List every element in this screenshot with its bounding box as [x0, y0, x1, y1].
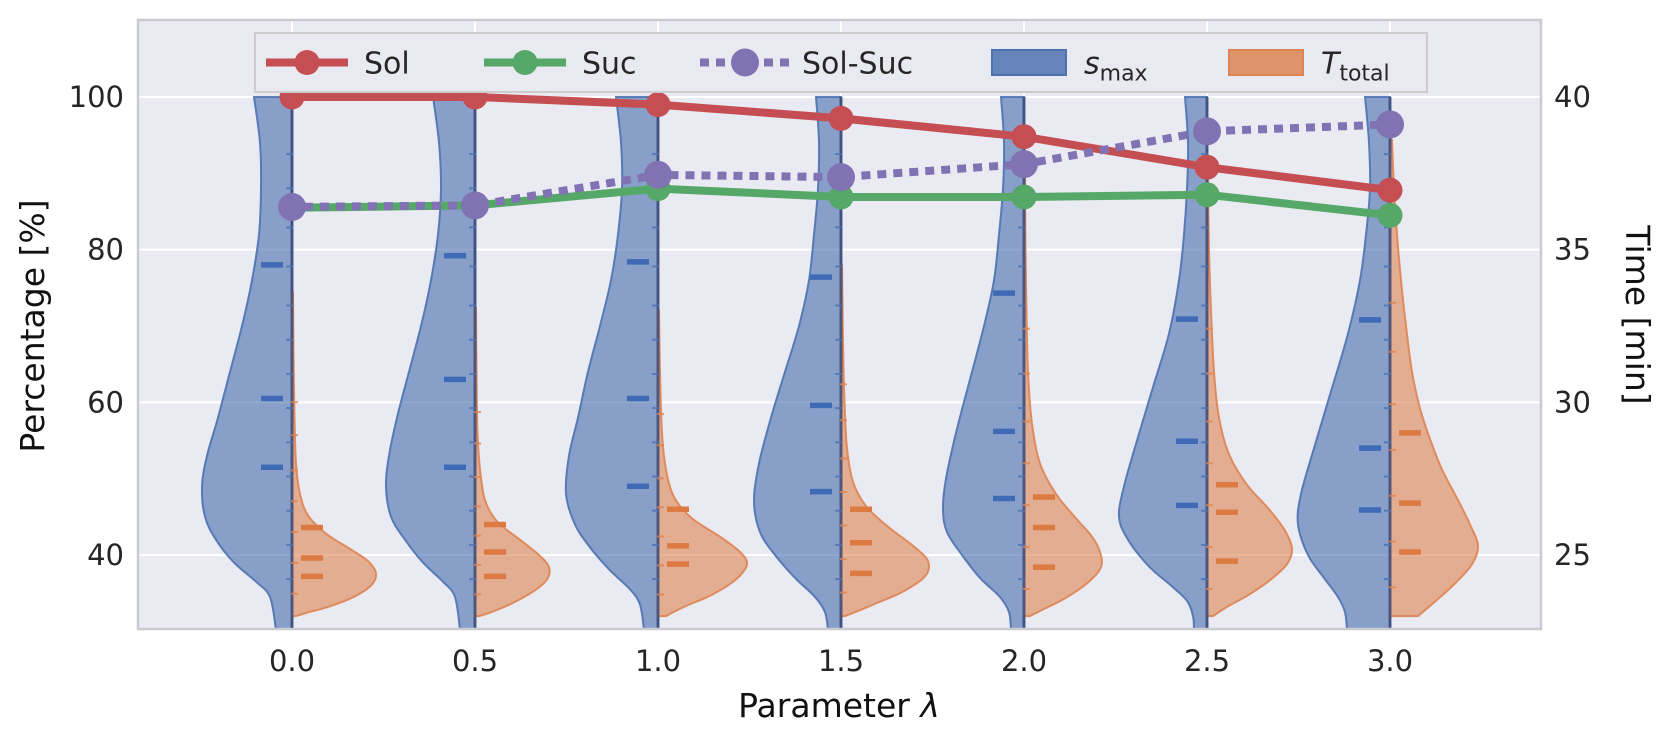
sol-suc-marker	[1010, 150, 1038, 179]
y-left-tick-label: 40	[87, 538, 124, 572]
legend-marker-sample	[294, 50, 320, 75]
sol-suc-marker	[278, 192, 306, 221]
violin-group-lambda-1.5	[752, 96, 931, 629]
sol-suc-marker	[1193, 117, 1221, 146]
legend-label: Sol	[364, 47, 410, 82]
sol-marker	[1011, 124, 1037, 150]
legend-label: Sol-Suc	[802, 47, 913, 82]
violins-layer	[200, 96, 1480, 629]
y-right-tick-label: 25	[1554, 538, 1591, 572]
y-right-tick-label: 35	[1554, 233, 1591, 267]
x-tick-label: 0.0	[269, 644, 315, 678]
suc-marker	[1011, 184, 1037, 210]
ttotal-violin-half	[1389, 138, 1480, 618]
y-left-axis-label: Percentage [%]	[13, 199, 52, 452]
legend-item-suc: Suc	[484, 47, 637, 82]
legend-item-smax: smax	[991, 47, 1148, 87]
ttotal-violin-half	[1206, 178, 1294, 618]
smax-violin-half	[1117, 96, 1208, 629]
x-tick-label: 2.5	[1184, 644, 1230, 678]
sol-suc-marker	[461, 191, 489, 220]
sol-suc-marker	[827, 163, 855, 192]
legend-patch-sample	[991, 49, 1067, 76]
smax-violin-half	[752, 96, 842, 629]
y-left-tick-label: 60	[87, 385, 124, 419]
y-left-tick-label: 100	[69, 80, 124, 114]
ttotal-violin-half	[1023, 178, 1103, 618]
legend-item-sol-suc: Sol-Suc	[700, 47, 913, 82]
ttotal-violin-half	[291, 291, 378, 618]
legend: Sol Suc Sol-Suc smax Ttotal	[254, 32, 1428, 93]
x-tick-label: 0.5	[452, 644, 498, 678]
ttotal-violin-half	[840, 263, 931, 618]
plot-border	[136, 18, 1543, 631]
sol-suc-marker	[1376, 110, 1404, 139]
suc-marker	[828, 184, 854, 210]
legend-marker-sample	[512, 50, 538, 75]
sol-suc-series	[278, 110, 1404, 221]
legend-marker-sample	[731, 48, 759, 77]
legend-label: Ttotal	[1321, 47, 1390, 87]
y-right-tick-label: 40	[1554, 80, 1591, 114]
suc-marker	[1194, 182, 1220, 208]
x-tick-label: 3.0	[1367, 644, 1413, 678]
sol-suc-marker	[644, 160, 672, 189]
violin-group-lambda-0	[200, 96, 378, 629]
violin-group-lambda-3	[1296, 96, 1480, 629]
legend-label: Suc	[582, 47, 637, 82]
tick-labels: 100 80 60 40 40 35 30 25 0.0 0.5 1.0 1.5 2.0 2.5 3.0	[69, 80, 1591, 678]
violin-group-lambda-0.5	[384, 96, 551, 629]
sol-marker	[1194, 154, 1220, 180]
ttotal-violin-half	[657, 309, 749, 618]
suc-marker	[1377, 202, 1403, 228]
sol-marker	[645, 92, 671, 118]
y-right-tick-label: 30	[1554, 385, 1591, 419]
smax-violin-half	[564, 96, 659, 629]
legend-patch-sample	[1228, 49, 1304, 76]
sol-marker	[828, 105, 854, 131]
x-tick-label: 1.0	[635, 644, 681, 678]
smax-violin-half	[200, 96, 293, 629]
x-tick-label: 2.0	[1001, 644, 1047, 678]
legend-label: smax	[1084, 47, 1148, 87]
smax-violin-half	[1296, 96, 1391, 629]
x-tick-label: 1.5	[818, 644, 864, 678]
legend-item-Ttotal: Ttotal	[1228, 47, 1390, 87]
ttotal-violin-half	[474, 306, 551, 618]
violin-group-lambda-2.5	[1117, 96, 1294, 629]
sol-marker	[1377, 177, 1403, 203]
x-axis-label: Parameter λ	[738, 686, 940, 725]
y-right-axis-label: Time [min]	[1618, 224, 1657, 404]
legend-item-sol: Sol	[266, 47, 410, 82]
y-left-tick-label: 80	[87, 233, 124, 267]
sol-series	[279, 84, 1403, 203]
